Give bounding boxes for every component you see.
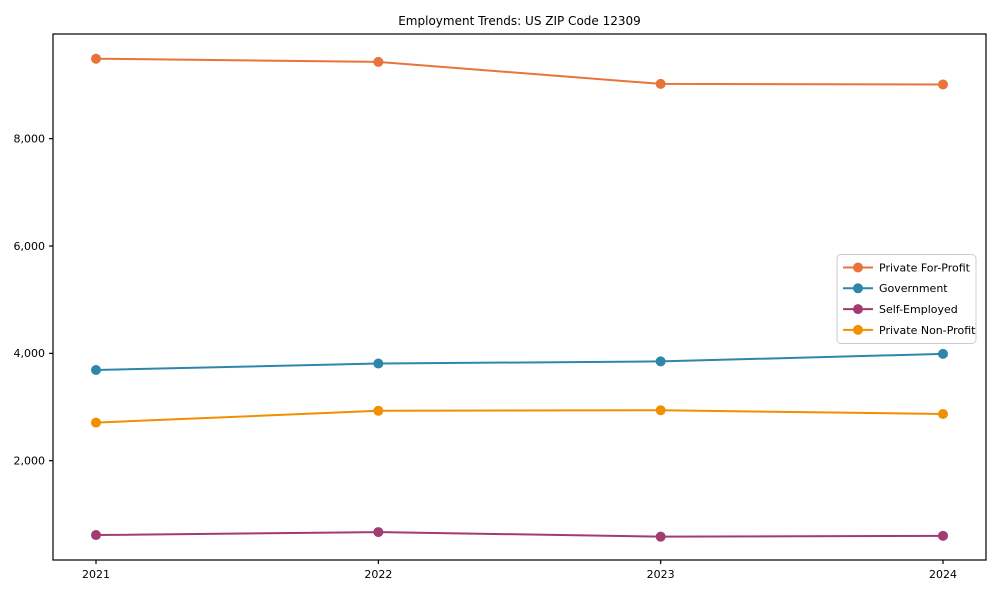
data-point-government-2021 (91, 364, 101, 375)
legend-box (836, 254, 977, 344)
data-point-private-non-profit-2022 (373, 405, 384, 416)
data-point-private-non-profit-2023 (655, 405, 666, 416)
data-point-government-2023 (655, 356, 666, 367)
x-tick-label: 2023 (647, 568, 675, 581)
data-point-self-employed-2023 (655, 531, 666, 542)
data-point-private-for-profit-2023 (655, 78, 666, 89)
legend-label-government: Government (879, 282, 948, 295)
y-tick-label: 8,000 (14, 133, 46, 146)
series-line-private-non-profit (95, 409, 944, 424)
y-tick-label: 4,000 (14, 347, 46, 360)
series-line-self-employed (95, 531, 944, 538)
data-point-private-for-profit-2022 (373, 56, 384, 67)
x-tick-label: 2022 (364, 568, 392, 581)
legend-label-private-for-profit: Private For-Profit (879, 261, 971, 274)
legend-label-self-employed: Self-Employed (879, 303, 958, 316)
y-tick-label: 6,000 (14, 240, 46, 253)
plot-area: 2,000 4,000 6,000 8,000 2021 2022 2023 2024 Priv… (14, 33, 987, 581)
data-point-private-for-profit-2021 (91, 53, 101, 64)
legend-marker-dot-government (853, 283, 863, 294)
legend-marker-dot-private-for-profit (853, 262, 863, 273)
series-line-government (95, 352, 944, 371)
data-point-self-employed-2021 (91, 530, 101, 541)
data-point-private-non-profit-2021 (91, 417, 101, 428)
x-tick-label: 2024 (929, 568, 957, 581)
y-tick-label: 2,000 (14, 455, 46, 468)
data-point-government-2024 (938, 348, 948, 359)
x-tick-label: 2021 (82, 568, 110, 581)
legend-marker-dot-private-non-profit (853, 324, 863, 335)
legend-label-private-non-profit: Private Non-Profit (879, 324, 976, 337)
data-point-private-non-profit-2024 (938, 409, 948, 420)
data-point-private-for-profit-2024 (938, 79, 948, 90)
data-point-self-employed-2024 (938, 530, 948, 541)
data-point-self-employed-2022 (373, 527, 384, 538)
legend: Private For-Profit Government Self-Employe… (836, 254, 977, 344)
series-line-private-for-profit (95, 57, 944, 86)
chart-title: Employment Trends: US ZIP Code 12309 (398, 14, 641, 28)
plot-border (52, 33, 987, 561)
legend-marker-dot-self-employed (853, 304, 863, 315)
data-point-government-2022 (373, 358, 384, 369)
